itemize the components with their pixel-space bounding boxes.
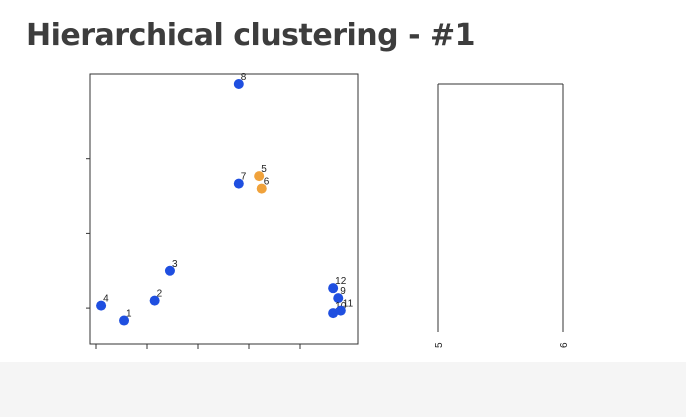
data-point-marker: [254, 171, 265, 182]
scatter-point-2: 2: [149, 289, 163, 306]
scatter-point-1: 1: [119, 309, 132, 326]
data-point-label: 1: [126, 309, 132, 320]
scatter-point-5: 5: [254, 164, 267, 182]
scatter-point-7: 7: [233, 172, 247, 189]
data-point-marker: [256, 183, 267, 194]
data-point-label: 4: [103, 294, 109, 305]
data-point-label: 2: [157, 289, 163, 300]
data-point-label: 9: [340, 286, 346, 297]
scatter-point-6: 6: [256, 177, 270, 194]
scatter-point-8: 8: [233, 72, 247, 89]
data-point-marker: [233, 178, 244, 189]
data-point-marker: [333, 293, 344, 304]
data-point-marker: [149, 295, 160, 306]
data-point-label: 3: [172, 259, 178, 270]
scatter-points: 123456789101112: [96, 72, 354, 326]
scatter-point-3: 3: [164, 259, 178, 276]
y-axis-ticks: [86, 158, 90, 309]
scatter-point-4: 4: [96, 294, 109, 311]
data-point-marker: [233, 79, 244, 89]
scatter-point-9: 9: [333, 286, 346, 304]
data-point-marker: [335, 305, 346, 316]
data-point-marker: [164, 265, 175, 276]
slide-title: Hierarchical clustering - #1: [26, 18, 475, 53]
dendrogram-leaf-label: 5: [434, 342, 445, 348]
data-point-label: 11: [343, 299, 354, 310]
data-point-label: 6: [264, 177, 270, 188]
scatter-plot: 123456789101112: [86, 72, 359, 349]
scatter-plot-frame: [89, 73, 359, 345]
data-point-marker: [96, 300, 107, 311]
bottom-band: [0, 362, 686, 417]
data-point-label: 8: [241, 72, 247, 83]
data-point-label: 7: [241, 172, 247, 183]
x-axis-ticks: [95, 344, 301, 349]
data-point-marker: [119, 315, 130, 326]
data-point-marker: [328, 308, 339, 319]
scatter-point-11: 11: [335, 299, 354, 316]
data-point-label: 5: [261, 164, 267, 175]
data-point-marker: [328, 283, 339, 294]
dendrogram-leaf-label: 6: [559, 342, 570, 348]
data-point-label: 12: [335, 276, 347, 287]
scatter-point-12: 12: [328, 276, 347, 294]
